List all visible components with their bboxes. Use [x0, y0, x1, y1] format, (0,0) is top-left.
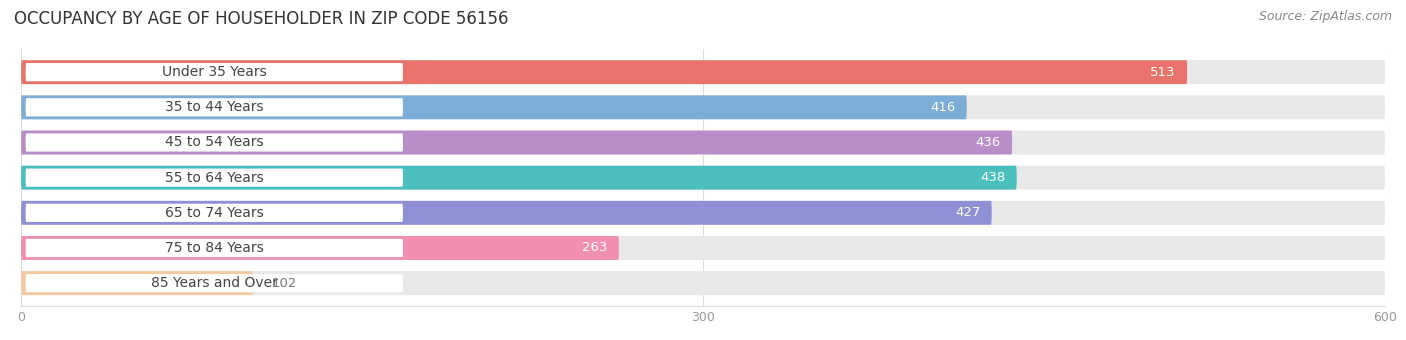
FancyBboxPatch shape: [21, 271, 1385, 295]
FancyBboxPatch shape: [25, 98, 404, 116]
FancyBboxPatch shape: [21, 95, 967, 119]
FancyBboxPatch shape: [21, 131, 1012, 154]
Text: 75 to 84 Years: 75 to 84 Years: [165, 241, 264, 255]
Text: Source: ZipAtlas.com: Source: ZipAtlas.com: [1258, 10, 1392, 23]
FancyBboxPatch shape: [25, 204, 404, 222]
Text: 438: 438: [980, 171, 1005, 184]
FancyBboxPatch shape: [21, 166, 1017, 190]
FancyBboxPatch shape: [21, 60, 1187, 84]
Text: 427: 427: [955, 206, 980, 219]
Text: 513: 513: [1150, 66, 1175, 79]
Text: 55 to 64 Years: 55 to 64 Years: [165, 171, 264, 185]
FancyBboxPatch shape: [21, 236, 1385, 260]
Text: 102: 102: [271, 277, 297, 290]
FancyBboxPatch shape: [21, 271, 253, 295]
Text: 85 Years and Over: 85 Years and Over: [150, 276, 278, 290]
Text: OCCUPANCY BY AGE OF HOUSEHOLDER IN ZIP CODE 56156: OCCUPANCY BY AGE OF HOUSEHOLDER IN ZIP C…: [14, 10, 509, 28]
Text: 45 to 54 Years: 45 to 54 Years: [165, 135, 263, 150]
Text: 35 to 44 Years: 35 to 44 Years: [165, 100, 263, 114]
FancyBboxPatch shape: [25, 63, 404, 81]
FancyBboxPatch shape: [25, 133, 404, 152]
Text: 416: 416: [929, 101, 955, 114]
Text: Under 35 Years: Under 35 Years: [162, 65, 267, 79]
FancyBboxPatch shape: [21, 236, 619, 260]
FancyBboxPatch shape: [21, 201, 1385, 225]
FancyBboxPatch shape: [21, 131, 1385, 154]
FancyBboxPatch shape: [21, 201, 991, 225]
FancyBboxPatch shape: [25, 239, 404, 257]
FancyBboxPatch shape: [25, 274, 404, 292]
FancyBboxPatch shape: [21, 166, 1385, 190]
Text: 263: 263: [582, 241, 607, 254]
Text: 65 to 74 Years: 65 to 74 Years: [165, 206, 264, 220]
Text: 436: 436: [976, 136, 1001, 149]
FancyBboxPatch shape: [25, 169, 404, 187]
FancyBboxPatch shape: [21, 95, 1385, 119]
FancyBboxPatch shape: [21, 60, 1385, 84]
